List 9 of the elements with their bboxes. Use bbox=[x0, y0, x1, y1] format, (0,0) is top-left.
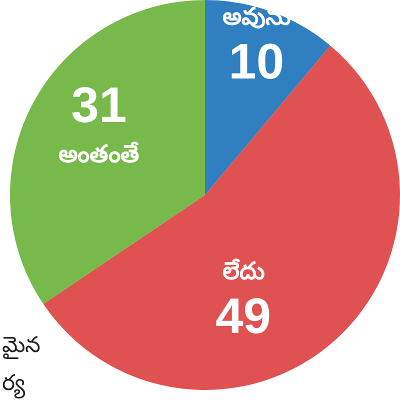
text: ర్య bbox=[2, 371, 26, 399]
pie-slice bbox=[10, 0, 205, 304]
data-label: 49 bbox=[215, 288, 272, 344]
data-label: 10 bbox=[228, 34, 284, 90]
slice-label: అంతంతే bbox=[58, 140, 140, 168]
pie-slice bbox=[43, 46, 400, 390]
text: మైన bbox=[2, 333, 40, 359]
slice-label: లేదు bbox=[222, 257, 264, 286]
data-label: 31 bbox=[71, 76, 127, 133]
